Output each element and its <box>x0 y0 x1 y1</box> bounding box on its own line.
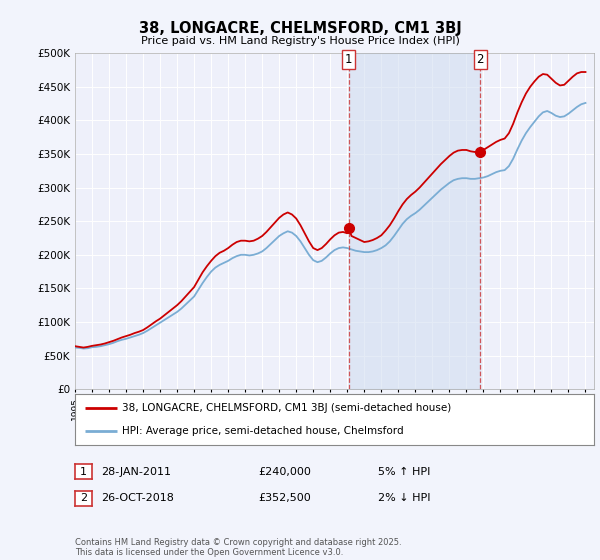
Text: £352,500: £352,500 <box>258 493 311 503</box>
Text: 1: 1 <box>345 53 352 66</box>
Text: 2% ↓ HPI: 2% ↓ HPI <box>378 493 431 503</box>
Text: 28-JAN-2011: 28-JAN-2011 <box>101 466 171 477</box>
Text: 26-OCT-2018: 26-OCT-2018 <box>101 493 173 503</box>
Text: Contains HM Land Registry data © Crown copyright and database right 2025.
This d: Contains HM Land Registry data © Crown c… <box>75 538 401 557</box>
Text: 5% ↑ HPI: 5% ↑ HPI <box>378 466 430 477</box>
Text: 38, LONGACRE, CHELMSFORD, CM1 3BJ: 38, LONGACRE, CHELMSFORD, CM1 3BJ <box>139 21 461 36</box>
Text: 1: 1 <box>80 466 87 477</box>
Text: 2: 2 <box>476 53 484 66</box>
Text: HPI: Average price, semi-detached house, Chelmsford: HPI: Average price, semi-detached house,… <box>122 426 403 436</box>
Text: £240,000: £240,000 <box>258 466 311 477</box>
Text: 38, LONGACRE, CHELMSFORD, CM1 3BJ (semi-detached house): 38, LONGACRE, CHELMSFORD, CM1 3BJ (semi-… <box>122 403 451 413</box>
Text: Price paid vs. HM Land Registry's House Price Index (HPI): Price paid vs. HM Land Registry's House … <box>140 36 460 46</box>
Text: 2: 2 <box>80 493 87 503</box>
